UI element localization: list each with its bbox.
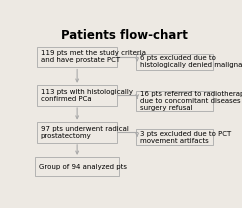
FancyBboxPatch shape <box>136 129 213 145</box>
Text: 6 pts excluded due to
histologically denied malignancy: 6 pts excluded due to histologically den… <box>140 55 242 68</box>
Text: 113 pts with histologically
confirmed PCa: 113 pts with histologically confirmed PC… <box>41 89 133 102</box>
Text: Group of 94 analyzed pts: Group of 94 analyzed pts <box>39 164 127 170</box>
Text: 97 pts underwent radical
prostatectomy: 97 pts underwent radical prostatectomy <box>41 126 129 139</box>
FancyBboxPatch shape <box>37 122 117 143</box>
FancyBboxPatch shape <box>37 47 117 67</box>
FancyBboxPatch shape <box>136 92 213 111</box>
Text: 119 pts met the study criteria
and have prostate PCT: 119 pts met the study criteria and have … <box>41 51 146 63</box>
FancyBboxPatch shape <box>37 85 117 106</box>
FancyBboxPatch shape <box>136 54 213 70</box>
Text: 16 pts referred to radiotherapy
due to concomitant diseases or
surgery refusal: 16 pts referred to radiotherapy due to c… <box>140 92 242 111</box>
Text: Patients flow-chart: Patients flow-chart <box>60 29 188 42</box>
FancyBboxPatch shape <box>35 157 119 176</box>
Text: 3 pts excluded due to PCT
movement artifacts: 3 pts excluded due to PCT movement artif… <box>140 131 231 144</box>
